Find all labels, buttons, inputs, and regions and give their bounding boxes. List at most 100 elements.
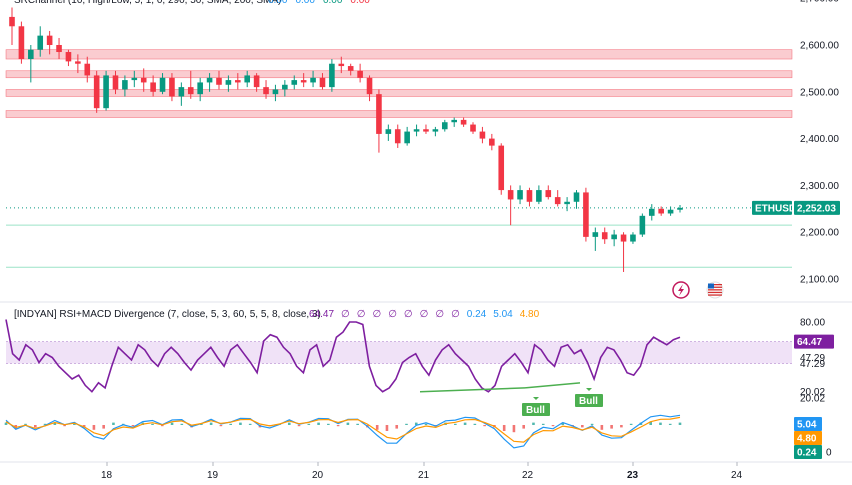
candle-body [93, 75, 100, 109]
candle-body [169, 77, 175, 97]
candle[interactable] [489, 133, 495, 151]
candle[interactable] [451, 117, 457, 127]
candle[interactable] [376, 89, 382, 153]
candle[interactable] [583, 187, 589, 242]
flash-icon[interactable] [672, 281, 690, 299]
macd-histogram-bar [73, 423, 76, 425]
candle[interactable] [460, 117, 467, 127]
candle[interactable] [413, 124, 420, 137]
candle[interactable] [536, 185, 542, 205]
candle[interactable] [131, 70, 138, 88]
candle[interactable] [479, 126, 486, 144]
candle[interactable] [517, 185, 523, 205]
candle[interactable] [667, 206, 674, 216]
candle[interactable] [150, 75, 156, 97]
candle[interactable] [620, 232, 627, 272]
candle[interactable] [253, 73, 260, 92]
candle[interactable] [103, 70, 109, 111]
candle[interactable] [423, 124, 429, 134]
candle-body [140, 77, 147, 83]
candle[interactable] [677, 205, 683, 213]
candle[interactable] [573, 190, 580, 209]
candle[interactable] [46, 30, 53, 55]
candle[interactable] [564, 197, 570, 212]
bull-label-text: Bull [526, 405, 545, 416]
candle[interactable] [37, 26, 44, 57]
rsi-line[interactable] [5, 319, 681, 393]
candle[interactable] [639, 213, 646, 237]
candle[interactable] [28, 45, 34, 83]
candle[interactable] [112, 70, 119, 95]
candle[interactable] [216, 70, 222, 90]
bull-label[interactable]: Bull [575, 388, 603, 407]
candle[interactable] [282, 80, 288, 97]
main-legend[interactable]: SRChannel (10, High/Low, 5, 1, 0, 290, 5… [14, 0, 281, 6]
candle[interactable] [404, 126, 410, 146]
candle[interactable] [178, 82, 185, 106]
candle[interactable] [394, 124, 401, 148]
time-tick-label: 21 [418, 470, 430, 481]
candle[interactable] [140, 68, 147, 92]
macd-signal-line[interactable] [5, 416, 681, 443]
candle[interactable] [498, 143, 505, 195]
candle-body [9, 16, 15, 27]
price-tick-label: 2,300.00 [800, 181, 839, 192]
resistance-zone[interactable] [5, 89, 793, 97]
candle[interactable] [206, 73, 213, 92]
candle-body [526, 190, 533, 202]
candle[interactable] [159, 73, 166, 95]
bull-label[interactable]: Bull [522, 397, 550, 416]
candle[interactable] [630, 232, 636, 244]
candle[interactable] [648, 204, 655, 221]
candle[interactable] [357, 63, 363, 83]
candle[interactable] [441, 119, 448, 132]
candle-body [131, 77, 138, 81]
candle[interactable] [235, 73, 241, 90]
candle[interactable] [93, 70, 100, 113]
candle[interactable] [225, 75, 232, 92]
candle[interactable] [65, 49, 72, 67]
candle[interactable] [187, 70, 194, 99]
candle[interactable] [658, 206, 664, 216]
candle[interactable] [385, 124, 392, 141]
candle[interactable] [9, 7, 15, 45]
candle[interactable] [272, 84, 279, 102]
candle[interactable] [319, 73, 326, 90]
candle[interactable] [291, 75, 298, 90]
candle[interactable] [244, 70, 251, 88]
macd-histogram-bar [24, 423, 27, 425]
candle[interactable] [18, 21, 25, 64]
resistance-zone[interactable] [5, 110, 793, 118]
resistance-zone[interactable] [5, 70, 793, 79]
candle[interactable] [56, 37, 62, 60]
candle[interactable] [526, 187, 533, 207]
candle[interactable] [263, 80, 269, 99]
resistance-zone[interactable] [5, 49, 793, 60]
candle-body [187, 87, 194, 95]
candle[interactable] [366, 75, 373, 102]
candle[interactable] [347, 63, 354, 76]
candle[interactable] [592, 227, 599, 251]
indicator-pane[interactable] [4, 319, 792, 449]
candle[interactable] [329, 59, 335, 92]
candle[interactable] [432, 126, 439, 137]
indicator-legend[interactable]: [INDYAN] RSI+MACD Divergence (7, close, … [14, 309, 321, 320]
candle[interactable] [300, 73, 307, 88]
candle[interactable] [611, 229, 617, 247]
us-flag-icon[interactable] [706, 281, 724, 299]
candle[interactable] [122, 75, 128, 97]
candle[interactable] [507, 185, 514, 226]
candle[interactable] [554, 190, 561, 207]
candle[interactable] [545, 185, 552, 200]
macd-histogram-bar [92, 425, 96, 430]
candle[interactable] [169, 73, 175, 102]
candle[interactable] [601, 227, 608, 244]
candle[interactable] [470, 122, 476, 134]
candle[interactable] [310, 70, 316, 88]
candle[interactable] [338, 56, 345, 74]
candle[interactable] [75, 54, 81, 74]
candle[interactable] [84, 56, 91, 83]
candle[interactable] [197, 77, 203, 102]
